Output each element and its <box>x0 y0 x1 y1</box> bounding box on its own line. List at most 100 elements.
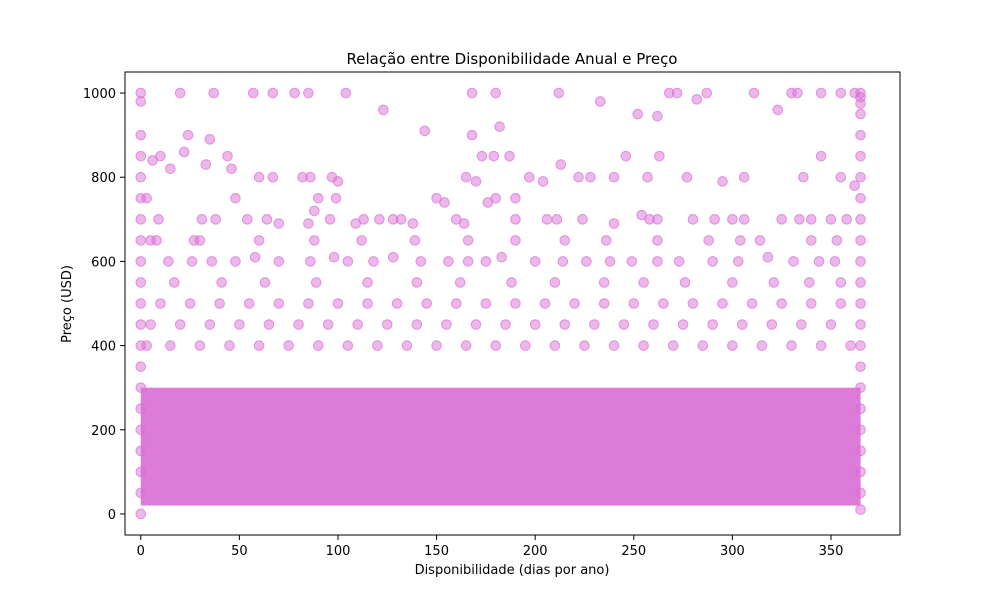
scatter-point <box>537 176 549 187</box>
scatter-point <box>555 159 567 170</box>
scatter-point <box>273 256 285 267</box>
scatter-point <box>135 129 147 141</box>
scatter-point <box>462 256 474 267</box>
scatter-point <box>466 129 478 141</box>
scatter-point <box>825 319 837 330</box>
scatter-point <box>303 298 314 309</box>
scatter-point <box>431 340 442 351</box>
scatter-point <box>805 235 817 246</box>
scatter-point <box>709 214 720 225</box>
scatter-point <box>598 298 610 309</box>
scatter-point <box>200 159 212 170</box>
x-tick-label: 150 <box>424 544 449 559</box>
scatter-point <box>303 218 314 229</box>
scatter-point <box>165 163 176 175</box>
scatter-point <box>691 94 703 105</box>
scatter-point <box>135 508 147 520</box>
scatter-point <box>796 319 807 330</box>
scatter-point <box>569 298 580 309</box>
scatter-point <box>776 214 787 225</box>
scatter-point <box>312 340 324 351</box>
scatter-point <box>490 87 502 99</box>
scatter-point <box>559 319 571 330</box>
scatter-point <box>679 277 691 288</box>
scatter-point <box>553 87 565 99</box>
scatter-point <box>178 146 190 158</box>
scatter-point <box>589 319 600 330</box>
scatter-point <box>186 256 198 267</box>
scatter-point <box>135 96 147 107</box>
y-tick-label: 1000 <box>83 87 116 102</box>
scatter-point <box>805 298 817 309</box>
scatter-point <box>707 319 718 330</box>
scatter-point <box>732 256 744 267</box>
scatter-point <box>368 256 379 267</box>
scatter-point <box>247 87 259 99</box>
scatter-point <box>792 87 803 99</box>
plot-area-frame <box>124 71 901 536</box>
scatter-point <box>224 340 235 351</box>
scatter-point <box>243 298 255 309</box>
scatter-point <box>594 96 606 107</box>
scatter-point <box>411 277 423 288</box>
scatter-point <box>135 424 147 436</box>
scatter-point <box>293 319 304 330</box>
scatter-point <box>151 235 162 246</box>
scatter-point <box>648 319 659 330</box>
scatter-point <box>579 340 590 351</box>
scatter-point <box>283 340 294 351</box>
scatter-point <box>510 214 521 225</box>
scatter-point <box>652 235 663 246</box>
scatter-point <box>529 319 541 330</box>
scatter-point <box>135 403 147 415</box>
scatter-point <box>608 340 620 351</box>
scatter-point <box>703 235 715 246</box>
scatter-point <box>135 214 147 225</box>
scatter-point <box>267 171 279 183</box>
scatter-point <box>652 214 663 225</box>
scatter-point <box>798 171 809 183</box>
scatter-point <box>135 150 147 162</box>
scatter-point <box>701 87 713 99</box>
scatter-point <box>539 298 551 309</box>
scatter-point <box>135 256 147 267</box>
scatter-point <box>204 319 216 330</box>
scatter-point <box>206 256 218 267</box>
scatter-point <box>439 197 450 208</box>
scatter-point <box>638 277 649 288</box>
scatter-point <box>815 150 827 162</box>
scatter-point <box>855 192 866 204</box>
scatter-point <box>210 214 222 225</box>
scatter-point <box>135 445 147 457</box>
scatter-point <box>786 340 797 351</box>
scatter-point <box>409 235 421 246</box>
scatter-point <box>756 340 768 351</box>
scatter-point <box>510 298 521 309</box>
scatter-point <box>855 129 866 141</box>
scatter-point <box>855 340 866 351</box>
scatter-point <box>155 298 166 309</box>
scatter-point <box>490 340 502 351</box>
scatter-point <box>204 134 216 145</box>
scatter-point <box>419 125 431 137</box>
scatter-point <box>707 256 718 267</box>
scatter-point <box>717 176 728 187</box>
scatter-point <box>305 256 316 267</box>
scatter-point <box>407 218 419 229</box>
scatter-point <box>460 171 472 183</box>
scatter-point <box>263 319 275 330</box>
scatter-point <box>598 277 610 288</box>
scatter-point <box>687 214 699 225</box>
scatter-point <box>249 251 261 263</box>
scatter-point <box>600 235 612 246</box>
scatter-point <box>141 192 152 204</box>
scatter-point <box>356 235 367 246</box>
scatter-point <box>717 298 728 309</box>
scatter-point <box>322 319 334 330</box>
scatter-point <box>230 256 241 267</box>
x-tick-label: 0 <box>137 544 145 559</box>
scatter-point <box>462 235 474 246</box>
scatter-point <box>135 361 147 372</box>
scatter-point <box>135 277 147 288</box>
scatter-point <box>163 256 174 267</box>
